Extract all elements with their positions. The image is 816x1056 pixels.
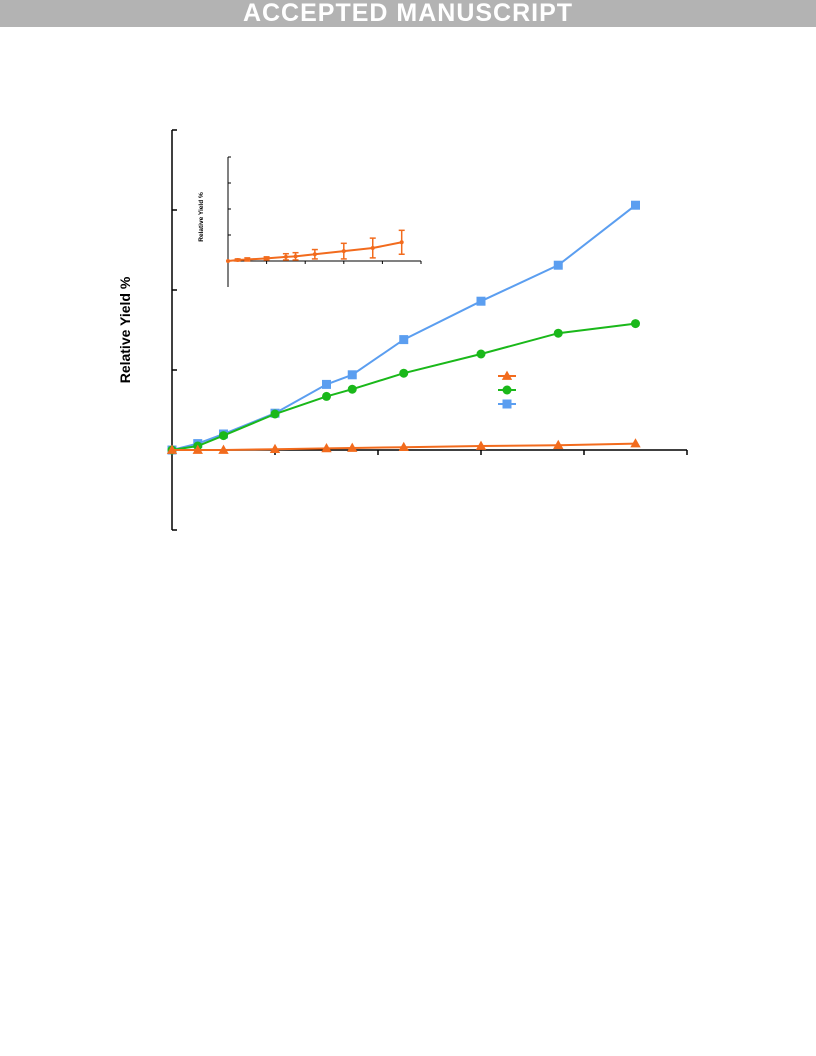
data-point	[270, 409, 280, 419]
data-point	[399, 335, 409, 345]
series-line	[172, 442, 636, 451]
series-line	[171, 322, 636, 451]
data-point	[219, 431, 228, 441]
inset-data-point	[293, 254, 298, 259]
inset-data-point	[341, 249, 346, 254]
data-point	[553, 328, 563, 338]
legend-marker	[502, 385, 512, 395]
data-point	[347, 370, 357, 380]
data-point	[553, 260, 563, 270]
inset-data-point	[264, 256, 269, 261]
data-point	[322, 391, 331, 401]
inset-data-point	[235, 257, 240, 262]
data-point	[475, 440, 487, 450]
data-point	[630, 438, 641, 448]
inset-chart: Relative Yield %	[198, 156, 422, 287]
data-point	[476, 296, 486, 306]
legend	[498, 370, 516, 409]
data-point	[347, 442, 358, 452]
data-point	[631, 319, 640, 329]
data-point	[347, 384, 357, 394]
data-point	[218, 444, 229, 454]
legend-marker	[501, 370, 513, 380]
manuscript-banner: ACCEPTED MANUSCRIPT	[0, 0, 816, 27]
data-point	[476, 349, 486, 359]
data-point	[631, 200, 640, 210]
inset-data-point	[370, 246, 375, 250]
inset-data-point	[312, 252, 317, 257]
inset-data-point	[245, 257, 250, 262]
inset-y-axis-label: Relative Yield %	[198, 192, 205, 242]
banner-text: ACCEPTED MANUSCRIPT	[242, 0, 574, 27]
data-point	[269, 443, 281, 454]
legend-marker	[502, 399, 512, 409]
data-point	[399, 368, 409, 378]
inset-series-line	[227, 241, 402, 262]
inset-data-point	[399, 240, 404, 245]
data-point	[321, 443, 332, 453]
data-point	[166, 444, 178, 454]
data-point	[398, 441, 409, 452]
data-point	[192, 444, 203, 454]
data-point	[553, 439, 564, 450]
y-axis-label: Relative Yield %	[117, 276, 133, 383]
inset-data-point	[283, 254, 288, 259]
inset-data-point	[226, 259, 230, 263]
series-line	[171, 204, 637, 451]
main-chart: Relative Yield %	[117, 129, 688, 531]
data-point	[322, 379, 331, 389]
